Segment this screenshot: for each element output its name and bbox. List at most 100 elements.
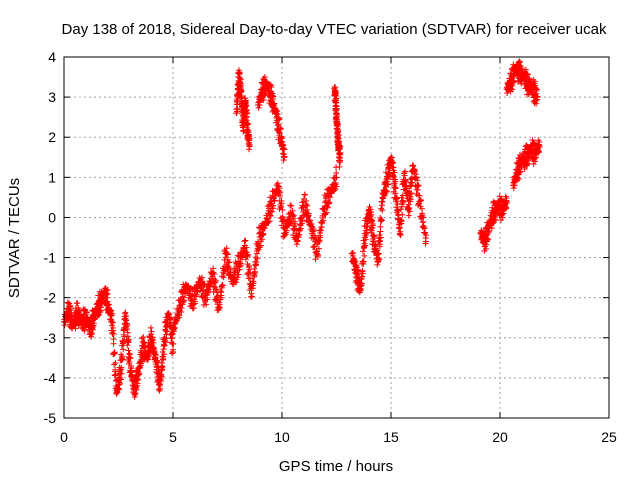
data-point xyxy=(326,200,333,207)
data-point xyxy=(417,196,424,203)
data-point xyxy=(503,199,510,206)
data-point xyxy=(525,75,532,82)
data-point xyxy=(151,348,158,355)
data-point xyxy=(220,270,227,277)
data-point xyxy=(492,216,499,223)
data-point xyxy=(161,342,168,349)
axis-ticks: 0 5 10 15 20 25 -5 -4 -3 -2 -1 0 1 2 3 4 xyxy=(44,49,617,445)
data-point xyxy=(288,202,295,209)
data-point xyxy=(123,320,130,327)
data-point xyxy=(134,382,141,389)
data-point xyxy=(411,168,418,175)
data-point xyxy=(378,216,385,223)
data-point xyxy=(357,283,364,290)
data-point xyxy=(152,351,159,358)
data-point xyxy=(254,250,261,257)
data-point xyxy=(243,124,250,131)
data-point xyxy=(125,347,132,354)
data-point xyxy=(122,317,129,324)
data-point xyxy=(110,336,117,343)
data-point xyxy=(234,93,241,100)
data-point xyxy=(536,143,543,150)
data-point xyxy=(81,327,88,334)
chart-title: Day 138 of 2018, Sidereal Day-to-day VTE… xyxy=(62,21,607,38)
data-point xyxy=(314,253,321,260)
data-point xyxy=(534,93,541,100)
data-point xyxy=(521,166,528,173)
data-point xyxy=(533,100,540,107)
data-point xyxy=(223,245,230,252)
data-point xyxy=(255,104,262,111)
data-point xyxy=(379,207,386,214)
data-point xyxy=(270,100,277,107)
data-point xyxy=(362,242,369,249)
data-point xyxy=(253,261,260,268)
data-point xyxy=(416,192,423,199)
y-tick-label: -1 xyxy=(44,250,57,266)
data-point xyxy=(269,95,276,102)
data-point xyxy=(169,348,176,355)
data-point xyxy=(271,197,278,204)
data-point xyxy=(413,171,420,178)
data-point xyxy=(158,371,165,378)
data-point xyxy=(408,182,415,189)
data-point xyxy=(141,342,148,349)
data-point xyxy=(94,312,101,319)
data-point xyxy=(484,235,491,242)
data-point xyxy=(165,310,172,317)
data-point xyxy=(331,187,338,194)
data-point xyxy=(118,364,125,371)
data-point xyxy=(275,116,282,123)
data-point xyxy=(244,121,251,128)
data-point xyxy=(145,356,152,363)
data-point xyxy=(266,218,273,225)
data-point xyxy=(262,222,269,229)
data-point xyxy=(157,385,164,392)
data-point xyxy=(118,370,125,377)
data-point xyxy=(148,328,155,335)
data-point xyxy=(269,208,276,215)
data-point xyxy=(224,251,231,258)
data-point xyxy=(210,265,217,272)
data-point xyxy=(369,222,376,229)
x-tick-label: 25 xyxy=(601,429,617,445)
data-point xyxy=(97,309,104,316)
data-point xyxy=(529,137,536,144)
data-point xyxy=(111,361,118,368)
data-point xyxy=(268,83,275,90)
data-point xyxy=(146,353,153,360)
data-point xyxy=(310,225,317,232)
data-point xyxy=(199,288,206,295)
data-point xyxy=(212,286,219,293)
y-tick-label: 0 xyxy=(48,209,56,225)
data-point xyxy=(125,339,132,346)
data-point xyxy=(72,325,79,332)
data-point xyxy=(61,322,68,329)
data-point xyxy=(159,362,166,369)
data-point xyxy=(240,122,247,129)
data-point xyxy=(279,213,286,220)
data-point xyxy=(315,245,322,252)
data-point xyxy=(289,207,296,214)
data-point xyxy=(488,225,495,232)
data-point xyxy=(308,220,315,227)
data-point xyxy=(236,71,243,78)
data-point xyxy=(161,351,167,358)
x-tick-label: 10 xyxy=(274,429,290,445)
data-point xyxy=(211,270,218,277)
data-point xyxy=(516,151,523,158)
data-point xyxy=(351,257,358,264)
data-point xyxy=(254,255,261,262)
data-point xyxy=(238,93,245,100)
data-point xyxy=(524,160,531,167)
data-point xyxy=(204,290,211,297)
data-point xyxy=(233,279,240,286)
data-point xyxy=(377,228,384,235)
data-point xyxy=(244,271,251,278)
data-point xyxy=(423,232,430,239)
x-tick-label: 0 xyxy=(60,429,68,445)
data-point xyxy=(279,206,286,213)
data-point xyxy=(482,245,489,252)
data-point xyxy=(394,207,401,214)
data-point xyxy=(260,230,267,237)
